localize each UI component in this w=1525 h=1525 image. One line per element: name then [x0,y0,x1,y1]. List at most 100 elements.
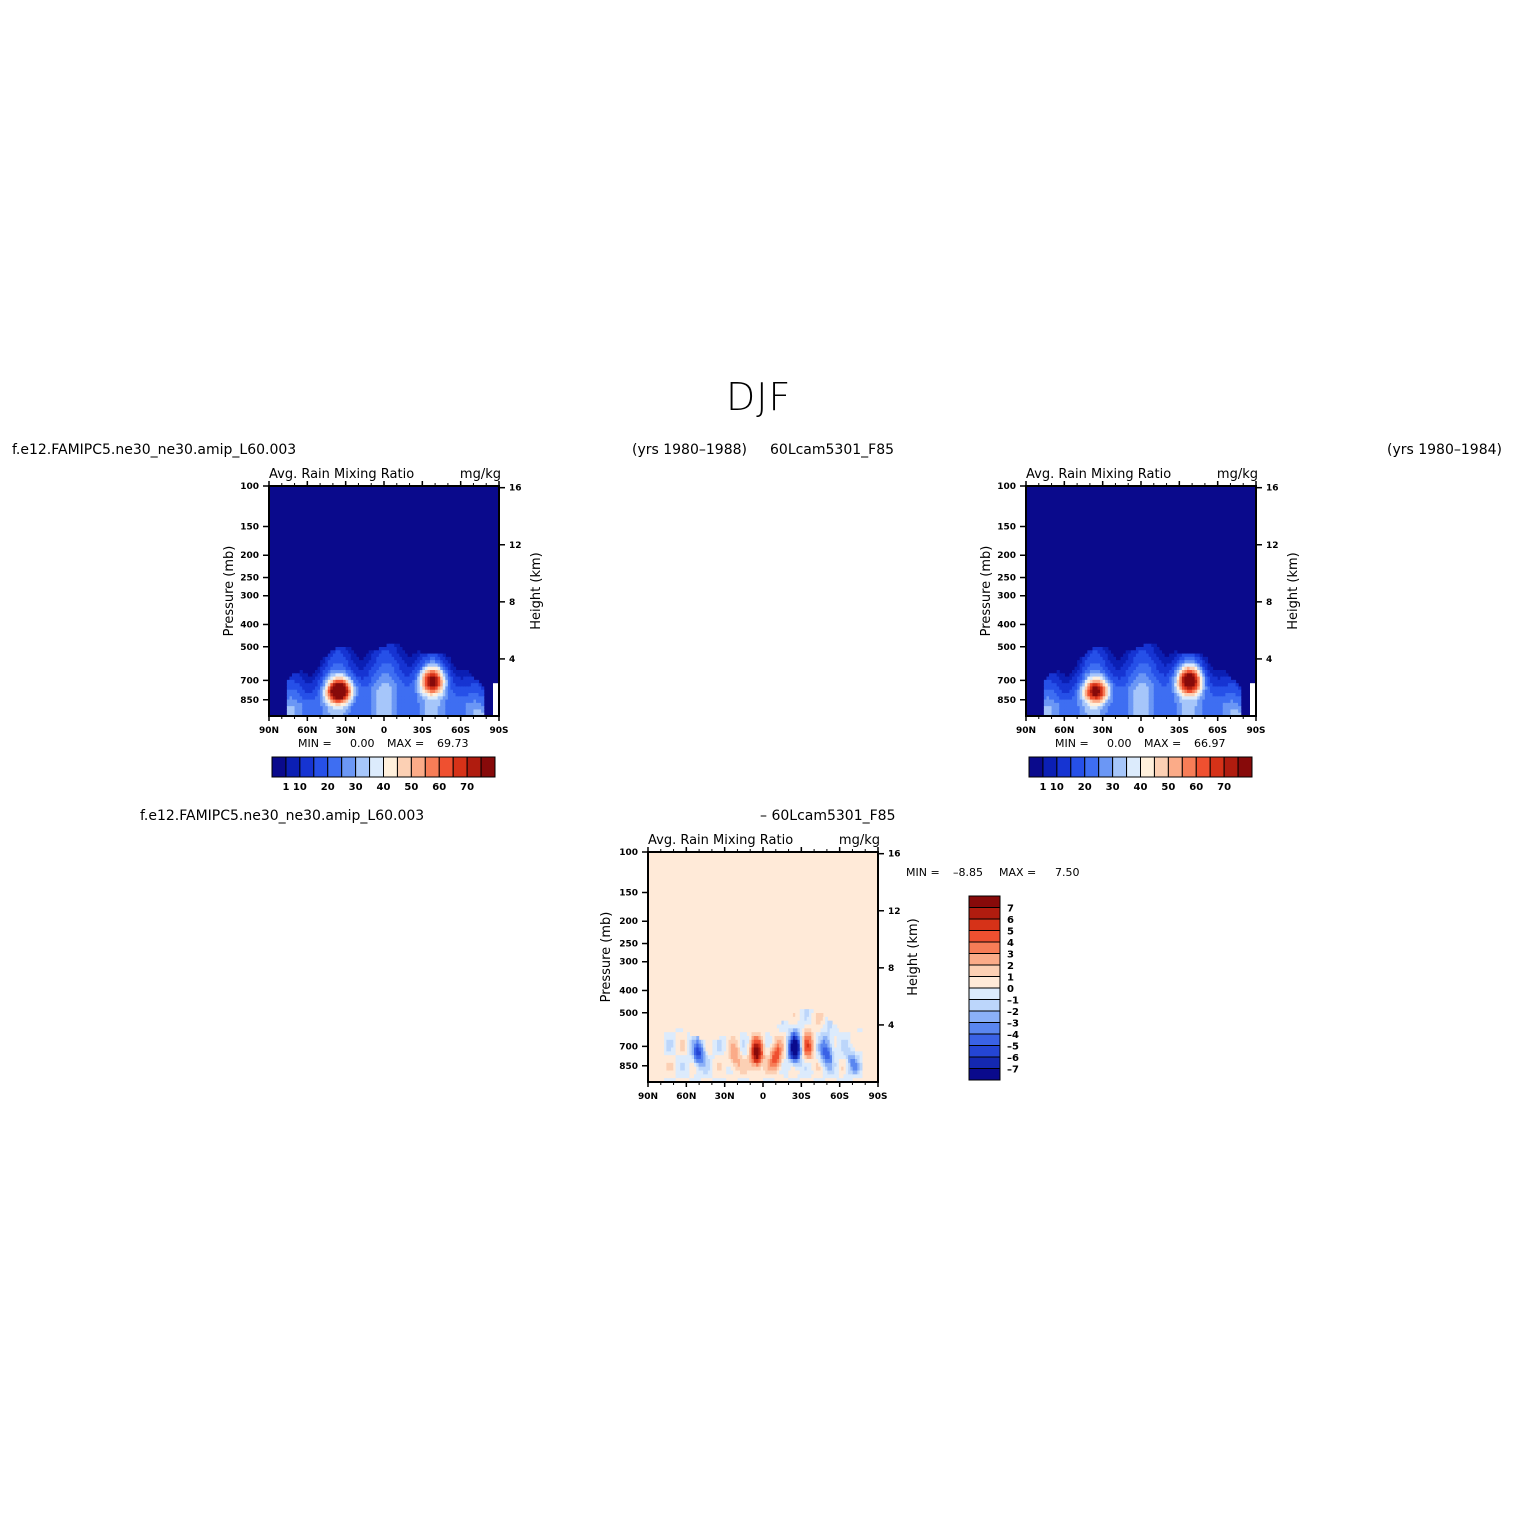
case1-field-cell [340,706,344,711]
diff-field-cell [758,1036,762,1041]
diff-field-cell [749,1059,753,1064]
case1-field-cell [302,689,306,694]
case1-field-cell [343,696,347,701]
case2-field-cell [1146,647,1150,651]
diff-field-cell [827,1078,831,1083]
diff-field-cell [790,1016,794,1022]
case1-field-cell [343,670,347,674]
case2-field-cell [1105,653,1109,658]
case1-field-cell [450,683,454,688]
case1-field-cell [338,647,342,651]
case1-field-cell [381,653,385,658]
case1-field-cell [478,693,482,697]
case2-field-cell [1179,693,1183,697]
diff-colorbar-box [968,976,1001,989]
case1-field-cell [348,673,352,678]
case2-field-cell [1169,666,1173,671]
case2-field-cell [1222,709,1226,714]
diff-field-cell [763,1062,766,1068]
case1-colorbar-box [285,756,301,778]
diff-field-cell [790,1074,794,1079]
case2-field-cell [1220,702,1224,707]
diff-field-cell [687,1043,690,1049]
diff-field-cell [827,1055,831,1060]
diff-field-cell [792,1032,796,1037]
diff-field-cell [804,1055,808,1060]
case2-field-cell [1220,709,1224,714]
diff-field-cell [749,1043,753,1049]
diff-field-cell [786,1036,789,1041]
case1-field-cell [414,679,418,684]
case1-field-cell [473,689,477,694]
case1-missing-strip [493,683,498,716]
diff-field-cell [765,1074,769,1079]
case1-field-cell [417,693,421,697]
case2-field-cell [1049,712,1053,717]
case2-field-cell [1187,696,1191,701]
case1-field-cell [361,673,365,678]
diff-field-cell [825,1074,828,1079]
case1-field-cell [417,676,421,681]
case1-field-cell [424,683,429,688]
diff-field-cell [855,1070,858,1075]
diff-field-cell [712,1059,716,1064]
case1-field-cell [394,699,398,704]
case1-field-cell [373,650,377,655]
case2-field-cell [1064,696,1068,701]
case2-field-cell [1082,673,1086,678]
diff-field-cell [717,1078,720,1083]
case2-field-cell [1174,709,1178,714]
diff-field-cell [756,1070,759,1075]
diff-field-cell [746,1024,750,1029]
case1-field-cell [468,699,472,704]
diff-field-cell [714,1055,718,1060]
diff-field-cell [809,1024,812,1029]
case2-field-cell [1194,676,1198,681]
case2-field-cell [1089,709,1094,714]
case2-field-cell [1097,650,1101,655]
case1-field-cell [384,712,388,717]
diff-field-cell [790,1032,794,1037]
case2-field-cell [1151,683,1155,688]
case1-field-cell [340,689,344,694]
diff-field-cell [822,1078,826,1083]
case1-field-cell [317,683,321,688]
case2-field-cell [1049,673,1053,678]
case1-field-cell [348,693,352,697]
case2-field-cell [1069,699,1073,704]
case2-field-cell [1161,656,1165,661]
case1-field-cell [317,699,321,704]
case1-field-cell [366,699,370,704]
diff-field-cell [689,1055,693,1060]
case1-field-cell [299,676,303,681]
case2-field-cell [1105,696,1109,701]
case2-field-cell [1148,709,1152,714]
diff-field-cell [756,1028,759,1033]
case1-field-cell [348,699,352,704]
case2-field-cell [1184,683,1188,688]
diff-field-cell [774,1043,778,1049]
case2-field-cell [1171,709,1175,714]
case1-field-cell [447,699,452,704]
diff-field-cell [772,1032,776,1037]
case1-field-cell [378,676,383,681]
diff-field-cell [730,1055,734,1060]
diff-field-cell [818,1066,822,1072]
case1-field-cell [368,696,372,701]
case1-field-cell [322,709,326,714]
case2-field-cell [1233,699,1237,704]
diff-field-cell [859,1051,863,1056]
case1-field-cell [396,670,400,674]
diff-field-cell [765,1062,769,1068]
diff-ytick-label: 850 [619,1062,638,1072]
case2-field-cell [1194,689,1198,694]
diff-field-cell [767,1074,771,1079]
diff-field-cell [668,1047,672,1052]
diff-field-cell [781,1028,785,1033]
diff-field-cell [694,1036,697,1041]
case1-field-cell [355,709,360,714]
case2-max-value: 66.97 [1194,737,1226,750]
case2-field-cell [1141,696,1145,701]
diff-field-cell [680,1055,684,1060]
diff-field-cell [717,1059,720,1064]
